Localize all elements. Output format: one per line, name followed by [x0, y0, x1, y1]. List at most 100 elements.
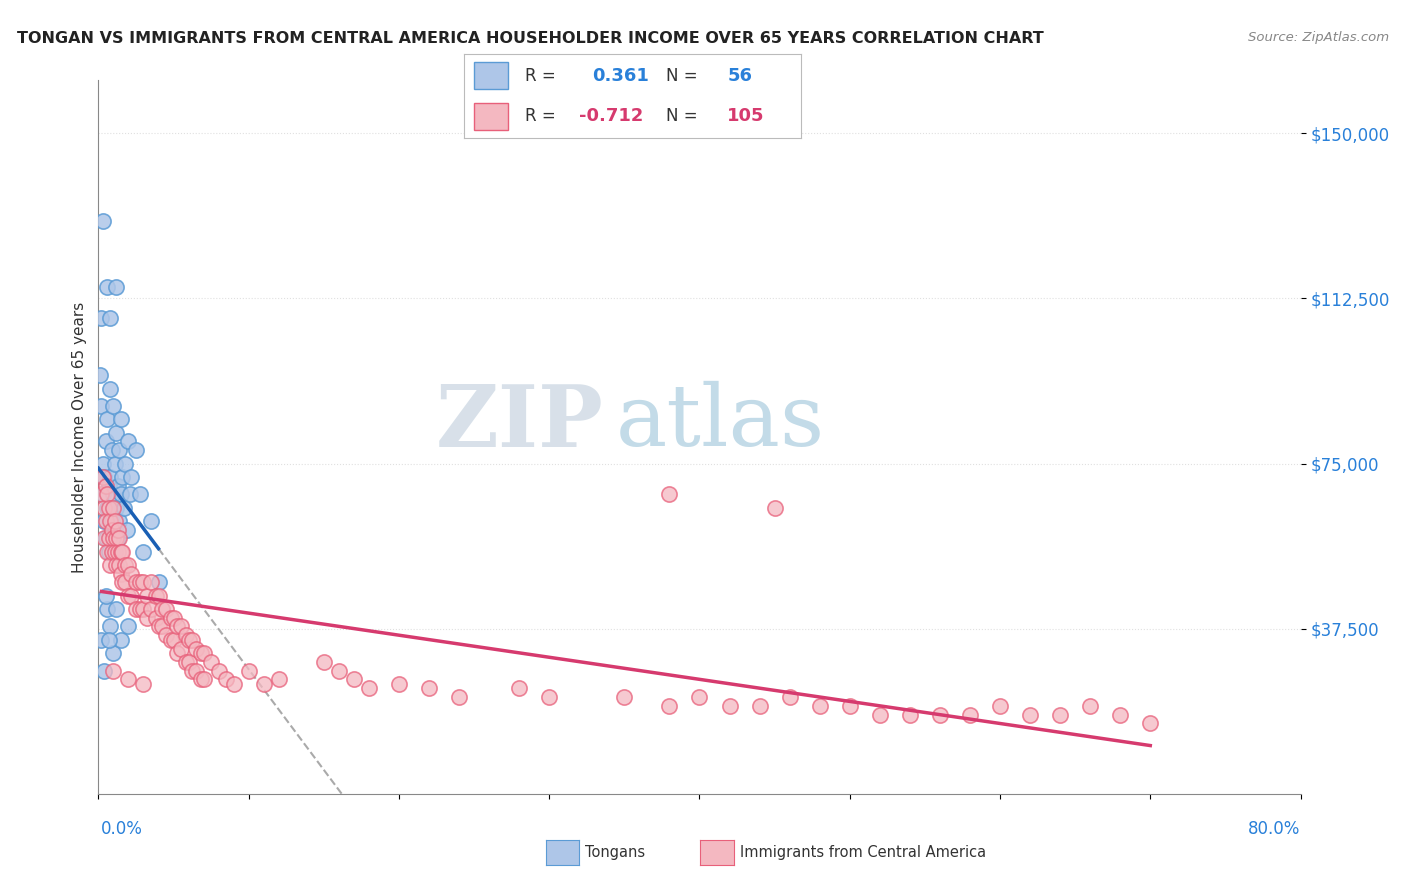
Point: [180, 664, 202, 678]
Point: [101, 544, 124, 558]
Point: [104, 544, 127, 558]
Point: [388, 677, 411, 691]
Point: [148, 619, 170, 633]
Point: [97, 478, 120, 492]
Point: [688, 690, 710, 704]
Point: [763, 500, 786, 515]
Point: [91, 469, 114, 483]
Point: [117, 673, 139, 687]
Point: [96, 280, 118, 294]
Point: [184, 641, 207, 656]
Point: [110, 632, 132, 647]
Point: [93, 532, 115, 546]
Point: [112, 500, 135, 515]
Point: [101, 443, 124, 458]
Point: [132, 544, 155, 558]
Point: [1109, 707, 1132, 722]
Point: [103, 664, 125, 678]
Point: [91, 487, 114, 501]
Point: [929, 707, 952, 722]
Point: [104, 523, 127, 537]
Point: [100, 558, 122, 572]
Point: [96, 487, 118, 501]
Point: [1019, 707, 1042, 722]
Text: R =: R =: [524, 67, 555, 85]
Point: [200, 655, 222, 669]
Point: [97, 632, 120, 647]
Point: [357, 681, 380, 695]
Point: [129, 487, 152, 501]
Point: [90, 632, 112, 647]
Point: [121, 589, 143, 603]
Text: 0.361: 0.361: [592, 67, 650, 85]
Point: [100, 311, 122, 326]
Point: [159, 610, 181, 624]
Point: [808, 698, 831, 713]
Point: [117, 558, 139, 572]
Point: [103, 646, 125, 660]
Point: [105, 500, 128, 515]
Point: [91, 457, 114, 471]
Point: [139, 514, 162, 528]
Text: Source: ZipAtlas.com: Source: ZipAtlas.com: [1249, 31, 1389, 45]
Text: ZIP: ZIP: [436, 381, 603, 465]
Point: [184, 664, 207, 678]
Point: [129, 575, 152, 590]
Point: [105, 602, 128, 616]
Point: [238, 664, 260, 678]
Point: [103, 487, 125, 501]
Text: Immigrants from Central America: Immigrants from Central America: [740, 846, 986, 860]
Point: [1078, 698, 1101, 713]
Point: [104, 514, 127, 528]
Point: [125, 602, 148, 616]
Point: [100, 514, 122, 528]
Point: [107, 544, 129, 558]
Point: [90, 399, 112, 413]
Point: [105, 532, 128, 546]
Point: [97, 532, 120, 546]
Point: [328, 664, 350, 678]
Point: [100, 619, 122, 633]
Point: [103, 532, 125, 546]
Point: [111, 469, 134, 483]
Point: [96, 544, 118, 558]
Point: [190, 673, 212, 687]
Point: [110, 544, 132, 558]
Point: [718, 698, 741, 713]
Point: [90, 487, 112, 501]
Text: 105: 105: [727, 107, 765, 125]
Point: [110, 412, 132, 426]
Point: [155, 602, 177, 616]
Point: [96, 500, 118, 515]
Point: [177, 632, 200, 647]
Point: [100, 382, 122, 396]
Point: [162, 632, 184, 647]
Text: N =: N =: [666, 67, 697, 85]
Point: [97, 544, 120, 558]
Point: [148, 575, 170, 590]
Text: 56: 56: [727, 67, 752, 85]
Point: [115, 523, 138, 537]
Point: [253, 677, 276, 691]
Y-axis label: Householder Income Over 65 years: Householder Income Over 65 years: [72, 301, 87, 573]
Point: [174, 655, 197, 669]
Point: [91, 214, 114, 228]
Point: [103, 500, 125, 515]
Point: [105, 280, 128, 294]
Point: [150, 619, 173, 633]
Text: TONGAN VS IMMIGRANTS FROM CENTRAL AMERICA HOUSEHOLDER INCOME OVER 65 YEARS CORRE: TONGAN VS IMMIGRANTS FROM CENTRAL AMERIC…: [17, 31, 1043, 46]
Point: [117, 589, 139, 603]
Point: [117, 619, 139, 633]
Point: [508, 681, 530, 695]
Text: 0.0%: 0.0%: [101, 820, 143, 838]
Point: [93, 664, 115, 678]
Point: [222, 677, 245, 691]
Point: [988, 698, 1011, 713]
Bar: [474, 103, 508, 130]
Point: [107, 532, 129, 546]
Point: [132, 575, 155, 590]
Point: [94, 434, 117, 449]
Point: [94, 478, 117, 492]
Point: [208, 664, 231, 678]
Point: [111, 575, 134, 590]
